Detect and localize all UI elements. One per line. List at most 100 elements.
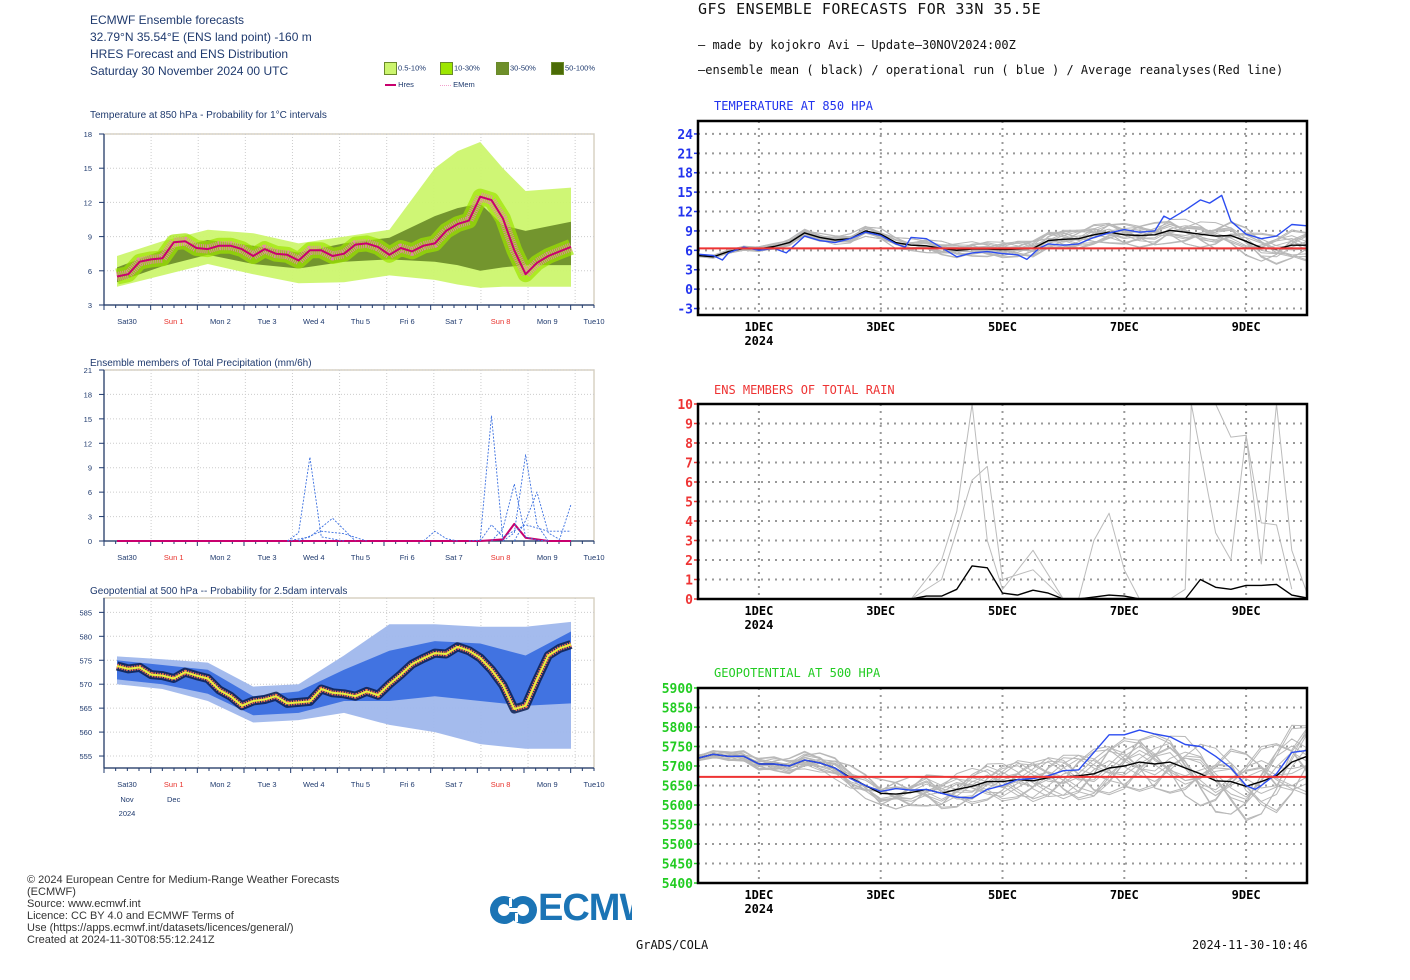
x-day-label: Sat30 bbox=[117, 317, 137, 326]
x-day-label: Fri 6 bbox=[400, 553, 415, 562]
ensemble-member-line bbox=[1078, 512, 1140, 600]
legend-item-30-50: 30-50% bbox=[496, 62, 536, 75]
emem-line-swatch bbox=[440, 84, 451, 86]
x-tick-label: 9DEC bbox=[1232, 320, 1261, 334]
y-tick-label: 9 bbox=[685, 418, 693, 433]
x-day-label: Tue10 bbox=[584, 317, 605, 326]
operational-run-line bbox=[697, 729, 1308, 799]
ecmwf-charts: Temperature at 850 hPa - Probability for… bbox=[79, 110, 605, 818]
x-day-label: Thu 5 bbox=[351, 317, 370, 326]
x-year-label: 2024 bbox=[119, 809, 136, 818]
y-tick-label: 6 bbox=[88, 267, 92, 276]
y-tick-label: 5800 bbox=[662, 721, 693, 736]
y-tick-label: 580 bbox=[79, 632, 92, 641]
chart-title: Ensemble members of Total Precipitation … bbox=[90, 358, 312, 369]
y-tick-label: 9 bbox=[88, 233, 92, 242]
x-tick-label: 5DEC bbox=[988, 320, 1017, 334]
plot-frame bbox=[696, 686, 1309, 885]
y-tick-label: 570 bbox=[79, 680, 92, 689]
ensemble-member-line bbox=[697, 729, 1308, 810]
x-day-label: Sun 1 bbox=[164, 553, 184, 562]
x-day-label: Tue10 bbox=[584, 553, 605, 562]
created-at-line: Created at 2024-11-30T08:55:12.241Z bbox=[27, 934, 215, 946]
x-day-label: Sun 1 bbox=[164, 780, 184, 789]
ensemble-member-line bbox=[513, 491, 572, 542]
y-tick-label: 9 bbox=[685, 225, 693, 240]
ensemble-member-line bbox=[502, 454, 549, 542]
y-tick-label: 6 bbox=[88, 488, 92, 497]
y-tick-label: 15 bbox=[84, 415, 92, 424]
y-tick-label: 12 bbox=[677, 206, 693, 221]
ensemble-member-line bbox=[697, 223, 1308, 258]
y-tick-label: 5550 bbox=[662, 819, 693, 834]
x-day-label: Fri 6 bbox=[400, 317, 415, 326]
y-tick-label: 5650 bbox=[662, 780, 693, 795]
operational-run-line bbox=[697, 194, 1308, 261]
y-tick-label: 7 bbox=[685, 457, 693, 472]
y-tick-label: 12 bbox=[84, 198, 92, 207]
x-day-label: Sat 7 bbox=[445, 317, 463, 326]
y-tick-label: 18 bbox=[84, 390, 92, 399]
ensemble-member-line bbox=[697, 224, 1308, 258]
ecmwf-geopotential-chart: Geopotential at 500 hPa -- Probability f… bbox=[79, 586, 604, 818]
y-tick-label: 5700 bbox=[662, 760, 693, 775]
x-day-label: Sun 8 bbox=[491, 553, 511, 562]
x-day-label: Thu 5 bbox=[351, 553, 370, 562]
x-tick-label: 7DEC bbox=[1110, 604, 1139, 618]
ecmwf-logo-text: ECMW bbox=[538, 891, 632, 929]
x-tick-label: 7DEC bbox=[1110, 888, 1139, 902]
x-day-label: Sat 7 bbox=[445, 780, 463, 789]
y-tick-label: 0 bbox=[88, 537, 92, 546]
y-tick-label: 5850 bbox=[662, 702, 693, 717]
x-day-label: Wed 4 bbox=[303, 780, 325, 789]
legend-swatch bbox=[496, 62, 509, 75]
x-day-label: Mon 2 bbox=[210, 317, 231, 326]
ecmwf-header-title: ECMWF Ensemble forecasts bbox=[90, 13, 245, 27]
y-tick-label: 6 bbox=[685, 244, 693, 259]
x-day-label: Wed 4 bbox=[303, 553, 325, 562]
y-tick-label: 21 bbox=[84, 366, 92, 375]
y-tick-label: -3 bbox=[677, 303, 693, 318]
y-tick-label: 5750 bbox=[662, 741, 693, 756]
y-tick-label: 3 bbox=[685, 264, 693, 279]
x-tick-label: 1DEC bbox=[744, 604, 773, 618]
y-tick-label: 3 bbox=[685, 535, 693, 550]
ensemble-member-line bbox=[697, 223, 1308, 259]
ensemble-member-line bbox=[697, 742, 1308, 815]
licence-line: Licence: CC BY 4.0 and ECMWF Terms of bbox=[27, 910, 234, 922]
legend-item-hres: Hres bbox=[385, 80, 414, 89]
y-tick-label: 565 bbox=[79, 704, 92, 713]
y-tick-label: 24 bbox=[677, 128, 693, 143]
chart-title: Geopotential at 500 hPa -- Probability f… bbox=[90, 586, 347, 597]
legend-label: EMem bbox=[453, 80, 475, 89]
ensemble-member-line bbox=[1169, 403, 1308, 600]
x-year-label: 2024 bbox=[744, 334, 773, 348]
y-tick-label: 5900 bbox=[662, 682, 693, 697]
ensemble-member-line bbox=[697, 744, 1308, 810]
hres-line bbox=[116, 643, 572, 711]
ensemble-member-line bbox=[697, 735, 1308, 803]
x-day-label: Tue 3 bbox=[258, 553, 277, 562]
source-line[interactable]: Source: www.ecmwf.int bbox=[27, 898, 141, 910]
hres-line-swatch bbox=[385, 84, 396, 87]
x-month-label: Nov bbox=[120, 795, 134, 804]
y-tick-label: 21 bbox=[677, 147, 693, 162]
y-tick-label: 18 bbox=[84, 130, 92, 139]
ensemble-member-line bbox=[910, 465, 1064, 600]
x-day-label: Tue 3 bbox=[258, 317, 277, 326]
chart-title: ENS MEMBERS OF TOTAL RAIN bbox=[714, 383, 895, 397]
x-day-label: Mon 2 bbox=[210, 780, 231, 789]
y-tick-label: 5450 bbox=[662, 858, 693, 873]
licence-url-line[interactable]: Use (https://apps.ecmwf.int/datasets/lic… bbox=[27, 922, 294, 934]
y-tick-label: 5600 bbox=[662, 799, 693, 814]
plot-frame bbox=[103, 369, 595, 542]
x-year-label: 2024 bbox=[744, 902, 773, 916]
ecmwf-header: ECMWF Ensemble forecasts 32.79°N 35.54°E… bbox=[90, 12, 312, 80]
gfs-render-timestamp: 2024-11-30-10:46 bbox=[1192, 938, 1308, 952]
y-tick-label: 3 bbox=[88, 301, 92, 310]
legend-item-10-30: 10-30% bbox=[440, 62, 480, 75]
x-tick-label: 3DEC bbox=[866, 320, 895, 334]
y-tick-label: 3 bbox=[88, 513, 92, 522]
x-day-label: Sat30 bbox=[117, 553, 137, 562]
y-tick-label: 18 bbox=[677, 167, 693, 182]
